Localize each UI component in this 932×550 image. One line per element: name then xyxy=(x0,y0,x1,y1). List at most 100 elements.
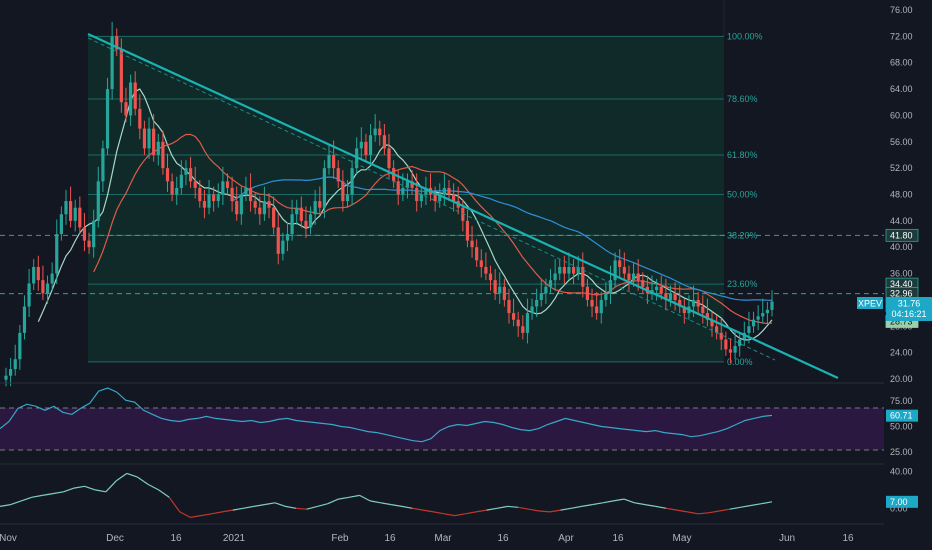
oscillator-segment xyxy=(729,506,741,510)
candle-body xyxy=(13,359,17,370)
candle-body xyxy=(142,128,147,149)
candle-body xyxy=(368,135,373,155)
candle-body xyxy=(285,234,290,241)
candle-body xyxy=(705,313,709,320)
parallel-dashed-trendline[interactable] xyxy=(87,37,776,361)
candle-body xyxy=(175,187,179,195)
candle-body xyxy=(488,273,493,281)
fibonacci-retracement[interactable]: 100.00%78.60%61.80%50.00%38.20%23.60%0.0… xyxy=(88,0,763,367)
price-tick-label: 20.00 xyxy=(890,374,913,384)
candle-body xyxy=(664,293,668,300)
time-tick-label: Mar xyxy=(434,533,452,544)
candle-body xyxy=(193,181,197,188)
candle-body xyxy=(18,332,22,360)
price-tick-label: 40.00 xyxy=(890,242,913,252)
oscillator-segment xyxy=(168,496,181,513)
candle-body xyxy=(332,154,336,169)
candle-body xyxy=(553,273,557,281)
candle-body xyxy=(221,181,225,195)
candle-body xyxy=(202,201,207,208)
candle-body xyxy=(410,181,414,188)
candle-body xyxy=(115,36,119,50)
candle-body xyxy=(636,273,640,281)
horizontal-levels[interactable] xyxy=(0,234,884,295)
candle-body xyxy=(161,141,165,169)
candle-body xyxy=(655,286,659,291)
oscillator-segment xyxy=(655,505,667,509)
oscillator-segment xyxy=(623,498,635,504)
candle-body xyxy=(364,141,368,155)
candle-body xyxy=(290,214,294,235)
current-price-badge xyxy=(886,297,932,321)
oscillator-segment xyxy=(264,502,276,506)
candle-body xyxy=(345,194,350,202)
candle-body xyxy=(341,181,345,202)
candle-body xyxy=(156,141,160,155)
candle-body xyxy=(747,326,751,333)
candle-body xyxy=(502,286,506,300)
candle-body xyxy=(216,194,220,202)
candlesticks xyxy=(4,21,774,387)
candle-body xyxy=(73,207,77,221)
oscillator-segment xyxy=(327,498,339,505)
oscillator-segment xyxy=(444,513,455,517)
candle-body xyxy=(682,306,686,314)
candle-body xyxy=(22,306,27,333)
candle-body xyxy=(613,260,617,281)
candle-body xyxy=(479,260,483,267)
symbol-tag xyxy=(857,297,883,309)
candle-body xyxy=(622,266,626,274)
candle-body xyxy=(484,266,488,274)
candle-body xyxy=(165,168,170,182)
candle-body xyxy=(78,207,82,228)
rsi-value-label: 60.71 xyxy=(890,411,913,421)
time-tick-label: Apr xyxy=(558,533,574,544)
candle-body xyxy=(701,306,705,314)
fib-level-label: 78.60% xyxy=(727,94,758,104)
candle-body xyxy=(313,201,317,215)
price-tick-label: 44.00 xyxy=(890,216,913,226)
rsi-line xyxy=(0,387,773,443)
time-tick-label: May xyxy=(673,533,692,544)
price-tick-label: 36.00 xyxy=(890,269,913,279)
oscillator-segment xyxy=(179,511,191,518)
oscillator-segment xyxy=(666,507,677,511)
candle-body xyxy=(281,240,285,254)
candle-body xyxy=(45,283,50,294)
candle-body xyxy=(590,299,594,307)
oscillator-segment xyxy=(95,489,106,493)
candle-body xyxy=(322,168,326,208)
fib-level-label: 100.00% xyxy=(727,31,763,41)
time-tick-label: Feb xyxy=(331,533,349,544)
candle-body xyxy=(230,187,234,202)
candle-body xyxy=(212,194,216,202)
candle-body xyxy=(105,89,110,149)
candle-body xyxy=(461,207,465,221)
oscillator-segment xyxy=(401,505,413,509)
candle-body xyxy=(235,201,239,215)
descending-trendline[interactable] xyxy=(87,33,839,379)
trendlines[interactable] xyxy=(87,33,839,379)
candle-body xyxy=(350,168,354,195)
oscillator-segment xyxy=(211,511,223,515)
candle-body xyxy=(267,201,271,208)
oscillator-segment xyxy=(253,504,265,507)
candle-body xyxy=(170,181,174,195)
oscillator-segment xyxy=(296,507,307,510)
candle-body xyxy=(295,207,299,215)
oscillator-segment xyxy=(221,509,233,513)
oscillator-segment xyxy=(338,496,350,500)
candle-body xyxy=(304,220,308,228)
price-level-badge xyxy=(885,228,919,242)
candle-body xyxy=(521,326,525,333)
oscillator-segment xyxy=(359,494,371,502)
candle-body xyxy=(378,128,382,136)
time-axis[interactable]: Nov Dec 16 2021 Feb 16 Mar 16 Apr 16 May Jun 16 xyxy=(0,533,854,544)
candle-body xyxy=(87,240,91,248)
candle-body xyxy=(133,82,137,109)
current-price-marker: XPEV 31.76 04:16:21 xyxy=(857,297,932,321)
candle-body xyxy=(765,309,769,314)
ma-slow-line xyxy=(231,176,773,301)
candle-body xyxy=(244,187,248,195)
